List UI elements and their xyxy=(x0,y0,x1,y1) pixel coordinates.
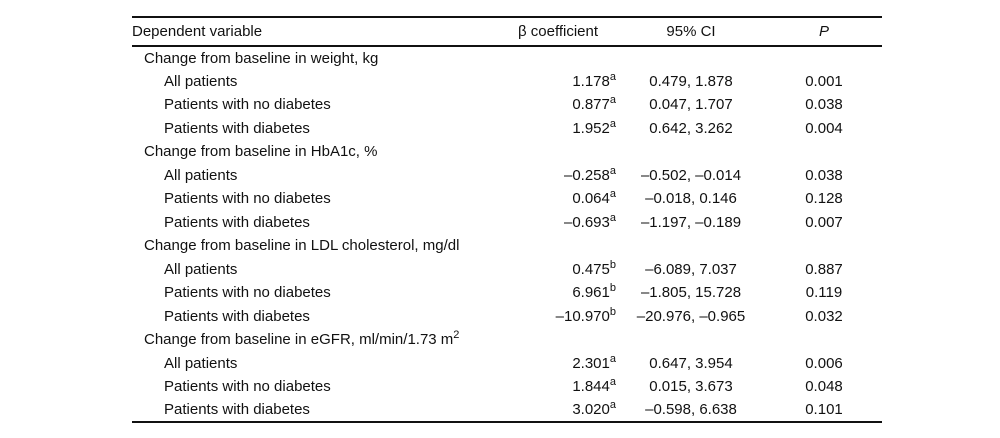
header-row: Dependent variable β coefficient 95% CI … xyxy=(132,17,882,47)
section-row: Change from baseline in LDL cholesterol,… xyxy=(132,234,882,258)
header-beta-coefficient: β coefficient xyxy=(500,17,616,47)
data-row: All patients 2.301a 0.647, 3.954 0.006 xyxy=(132,352,882,376)
row-label: Patients with diabetes xyxy=(164,401,310,419)
beta-superscript: a xyxy=(609,188,616,201)
ci-value: 0.647, 3.954 xyxy=(649,354,733,372)
p-value: 0.119 xyxy=(805,284,843,302)
ci-value: –1.197, –0.189 xyxy=(640,213,742,231)
beta-superscript: a xyxy=(609,164,616,177)
section-row: Change from baseline in HbA1c, % xyxy=(132,140,882,164)
row-label: Patients with diabetes xyxy=(164,119,310,137)
row-label: All patients xyxy=(164,166,238,184)
data-row: Patients with no diabetes 0.064a –0.018, 0… xyxy=(132,187,882,211)
p-value: 0.032 xyxy=(805,307,843,325)
section-label: Change from baseline in LDL cholesterol,… xyxy=(144,237,460,255)
row-label: Patients with diabetes xyxy=(164,307,310,325)
data-row: All patients 1.178a 0.479, 1.878 0.001 xyxy=(132,70,882,94)
row-label: All patients xyxy=(164,260,238,278)
ci-value: –1.805, 15.728 xyxy=(640,284,742,302)
row-label: Patients with no diabetes xyxy=(164,190,331,208)
data-row: Patients with diabetes 3.020a –0.598, 6.63… xyxy=(132,399,882,423)
header-95-ci: 95% CI xyxy=(616,17,766,47)
section-row: Change from baseline in eGFR, ml/min/1.7… xyxy=(132,328,882,352)
p-value: 0.004 xyxy=(805,119,843,137)
data-row: Patients with diabetes –0.693a –1.197, –0.… xyxy=(132,211,882,235)
data-row: Patients with no diabetes 0.877a 0.047, 1.… xyxy=(132,93,882,117)
section-label: Change from baseline in HbA1c, % xyxy=(144,143,378,161)
beta-value: 2.301a xyxy=(572,352,616,372)
beta-value: 0.064a xyxy=(572,188,616,208)
beta-superscript: a xyxy=(609,117,616,130)
beta-value: 3.020a xyxy=(572,399,616,419)
row-label: Patients with no diabetes xyxy=(164,378,331,396)
section-row: Change from baseline in weight, kg xyxy=(132,46,882,70)
beta-value: 1.178a xyxy=(572,70,616,90)
row-label: Patients with diabetes xyxy=(164,213,310,231)
section-label: Change from baseline in weight, kg xyxy=(144,49,379,67)
row-label: Patients with no diabetes xyxy=(164,96,331,114)
p-value: 0.101 xyxy=(805,401,843,419)
header-p-value: P xyxy=(766,17,882,47)
beta-value: –0.693a xyxy=(563,211,616,231)
data-row: Patients with diabetes 1.952a 0.642, 3.262… xyxy=(132,117,882,141)
row-label: All patients xyxy=(164,354,238,372)
p-value: 0.887 xyxy=(805,260,843,278)
ci-value: –0.598, 6.638 xyxy=(645,401,737,419)
beta-value: 6.961b xyxy=(572,282,616,302)
data-row: Patients with no diabetes 6.961b –1.805, 1… xyxy=(132,281,882,305)
beta-superscript: b xyxy=(609,282,616,295)
regression-results-table: Dependent variable β coefficient 95% CI … xyxy=(132,16,882,423)
row-label: Patients with no diabetes xyxy=(164,284,331,302)
ci-value: –0.502, –0.014 xyxy=(640,166,742,184)
beta-value: –10.970b xyxy=(555,305,616,325)
p-value: 0.038 xyxy=(805,166,843,184)
section-label-superscript: 2 xyxy=(453,329,460,342)
ci-value: –6.089, 7.037 xyxy=(645,260,737,278)
ci-value: –20.976, –0.965 xyxy=(636,307,746,325)
ci-value: –0.018, 0.146 xyxy=(645,190,737,208)
header-dependent-variable: Dependent variable xyxy=(132,17,500,47)
data-row: Patients with no diabetes 1.844a 0.015, 3.… xyxy=(132,375,882,399)
beta-superscript: b xyxy=(609,258,616,271)
beta-superscript: a xyxy=(609,376,616,389)
data-row: All patients 0.475b –6.089, 7.037 0.887 xyxy=(132,258,882,282)
p-value: 0.048 xyxy=(805,378,843,396)
p-value: 0.007 xyxy=(805,213,843,231)
p-value: 0.006 xyxy=(805,354,843,372)
beta-value: 1.844a xyxy=(572,376,616,396)
table-body: Change from baseline in weight, kg All pa… xyxy=(132,46,882,422)
beta-value: –0.258a xyxy=(563,164,616,184)
beta-superscript: a xyxy=(609,94,616,107)
row-label: All patients xyxy=(164,72,238,90)
beta-value: 1.952a xyxy=(572,117,616,137)
p-value: 0.001 xyxy=(805,72,843,90)
beta-superscript: a xyxy=(609,211,616,224)
beta-superscript: a xyxy=(609,70,616,83)
beta-value: 0.475b xyxy=(572,258,616,278)
beta-value: 0.877a xyxy=(572,94,616,114)
data-row: All patients –0.258a –0.502, –0.014 0.038 xyxy=(132,164,882,188)
beta-superscript: a xyxy=(609,352,616,365)
p-value: 0.128 xyxy=(805,190,843,208)
ci-value: 0.642, 3.262 xyxy=(649,119,733,137)
data-row: Patients with diabetes –10.970b –20.976, –… xyxy=(132,305,882,329)
section-label: Change from baseline in eGFR, ml/min/1.7… xyxy=(144,329,460,349)
p-value: 0.038 xyxy=(805,96,843,114)
beta-superscript: a xyxy=(609,399,616,412)
ci-value: 0.479, 1.878 xyxy=(649,72,733,90)
beta-superscript: b xyxy=(609,305,616,318)
table-header: Dependent variable β coefficient 95% CI … xyxy=(132,17,882,47)
ci-value: 0.015, 3.673 xyxy=(649,378,733,396)
ci-value: 0.047, 1.707 xyxy=(649,96,733,114)
